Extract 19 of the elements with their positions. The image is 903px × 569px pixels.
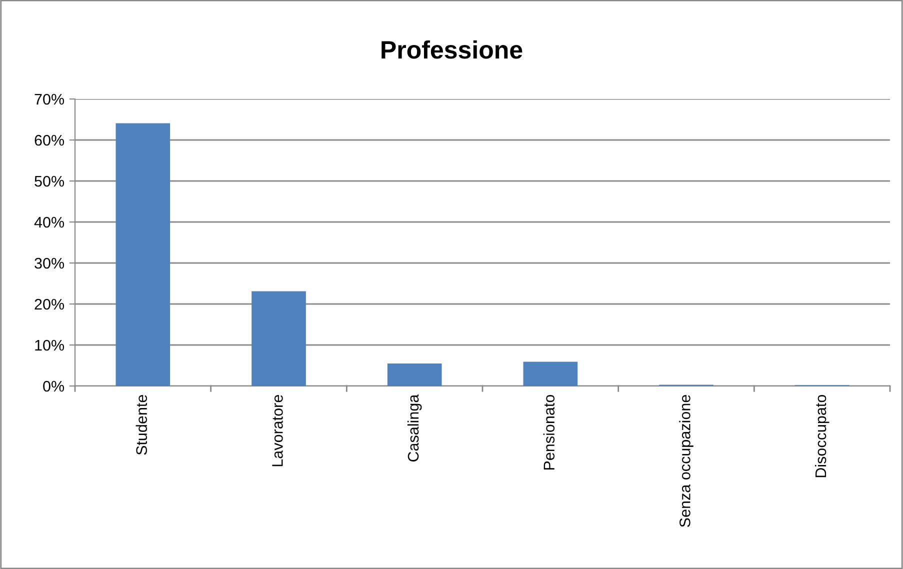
bar xyxy=(116,123,170,386)
x-tick-label: Lavoratore xyxy=(272,395,283,466)
bar xyxy=(523,362,578,386)
y-tick-label: 10% xyxy=(35,340,64,351)
y-tick-label: 40% xyxy=(34,216,64,228)
x-tick-label: Pensionato xyxy=(543,394,555,470)
bar xyxy=(252,291,306,386)
y-tick-label: 50% xyxy=(34,176,64,187)
y-tick-label: 0% xyxy=(43,380,64,392)
x-tick-label: Studente xyxy=(136,395,148,455)
y-tick-label: 30% xyxy=(34,258,64,269)
y-tick-label: 60% xyxy=(34,134,64,146)
x-tick-label: Senza occupazione xyxy=(679,395,694,527)
x-tick-label: Disoccupato xyxy=(814,394,830,478)
chart-title: Professione xyxy=(382,40,522,59)
x-tick-label: Casalinga xyxy=(407,394,422,462)
y-tick-label: 70% xyxy=(34,94,64,105)
bar xyxy=(387,363,442,386)
y-tick-label: 20% xyxy=(34,298,64,310)
